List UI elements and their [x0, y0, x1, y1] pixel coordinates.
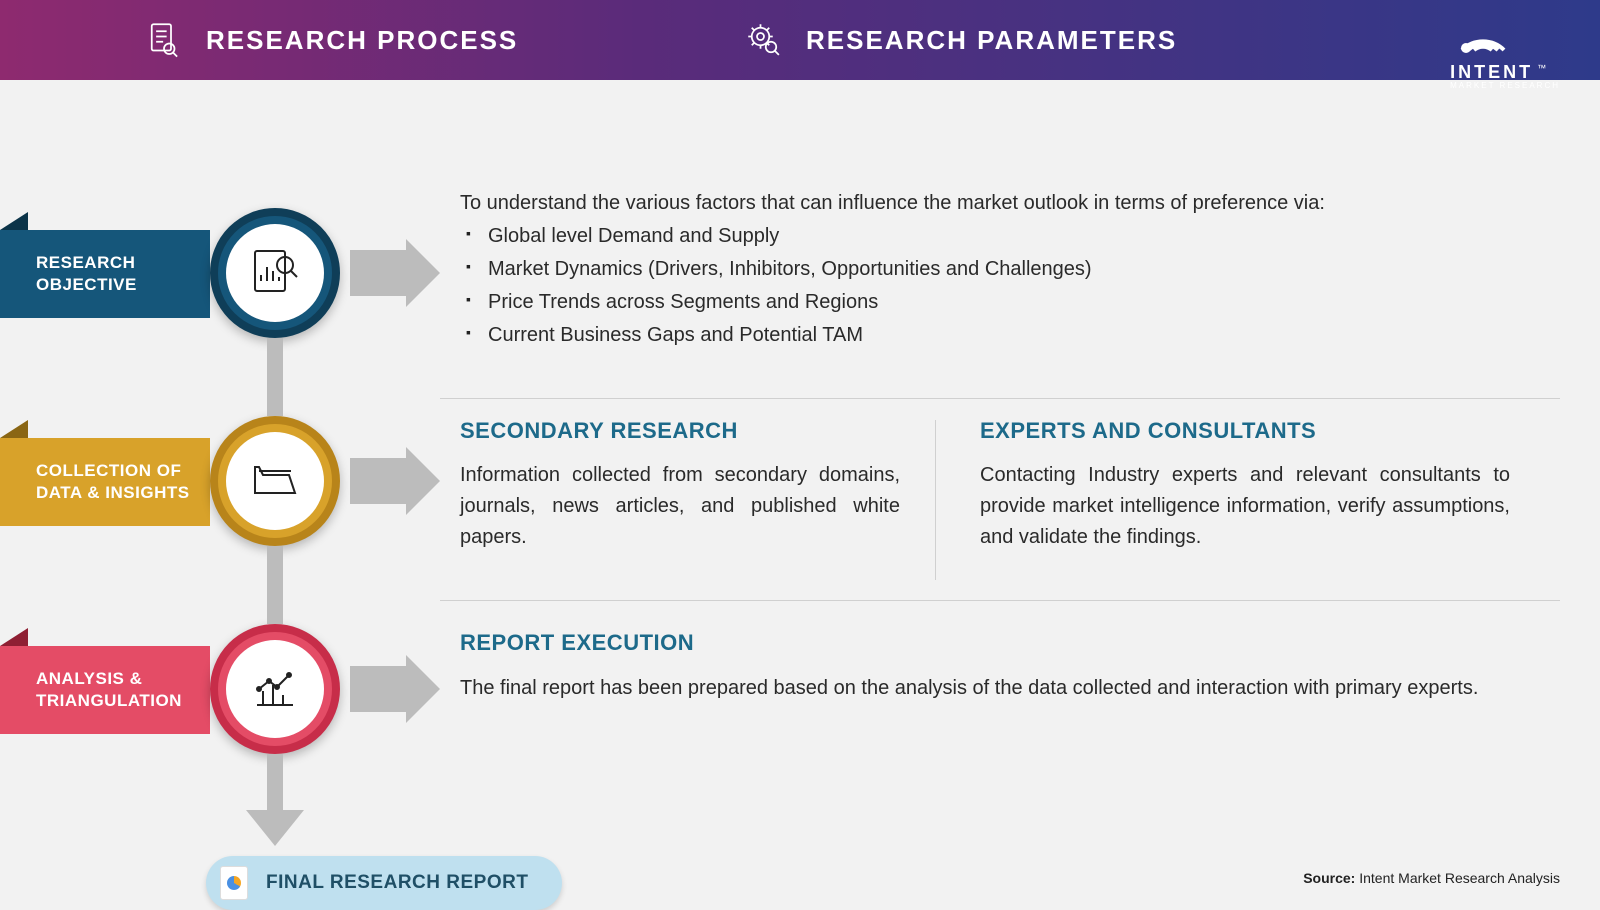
step-3-content: REPORT EXECUTION The final report has be… — [460, 630, 1560, 704]
doc-chart-magnify-icon — [245, 243, 305, 303]
arrow-right-icon — [350, 250, 440, 296]
step-3-circle — [210, 624, 340, 754]
final-report-label: FINAL RESEARCH REPORT — [266, 872, 528, 894]
final-report-pill: FINAL RESEARCH REPORT — [206, 856, 562, 910]
header-right-title: RESEARCH PARAMETERS — [806, 25, 1177, 56]
banner-3-label: ANALYSIS & TRIANGULATION — [36, 668, 210, 712]
report-execution-body: The final report has been prepared based… — [460, 672, 1560, 704]
connector-vertical-icon — [267, 338, 283, 416]
step-1-bullets: Global level Demand and Supply Market Dy… — [460, 225, 1560, 347]
divider-icon — [440, 398, 1560, 399]
report-doc-icon — [220, 866, 248, 900]
arrow-down-icon — [246, 810, 304, 846]
experts-consultants-col: EXPERTS AND CONSULTANTS Contacting Indus… — [950, 418, 1510, 553]
step-2-content: SECONDARY RESEARCH Information collected… — [460, 418, 1560, 553]
logo-arcs-icon — [1450, 8, 1510, 58]
banner-collection-data: COLLECTION OF DATA & INSIGHTS — [0, 438, 210, 526]
header-bar: RESEARCH PROCESS RESEARCH PARAMETERS INT… — [0, 0, 1600, 80]
step-1-content: To understand the various factors that c… — [460, 192, 1560, 357]
divider-icon — [440, 600, 1560, 601]
arrow-right-icon — [350, 458, 440, 504]
banner-2-label: COLLECTION OF DATA & INSIGHTS — [36, 460, 210, 504]
bullet-item: Price Trends across Segments and Regions — [488, 291, 1560, 314]
chart-growth-icon — [245, 659, 305, 719]
bullet-item: Global level Demand and Supply — [488, 225, 1560, 248]
logo-name: INTENT — [1450, 63, 1533, 81]
header-left-title: RESEARCH PROCESS — [206, 25, 518, 56]
source-label: Source: — [1303, 870, 1355, 886]
logo-tm: ™ — [1537, 63, 1546, 73]
step-1-lead: To understand the various factors that c… — [460, 192, 1560, 215]
brand-logo: INTENT ™ MARKET RESEARCH — [1450, 8, 1560, 90]
banner-1-label: RESEARCH OBJECTIVE — [36, 252, 210, 296]
arrow-right-icon — [350, 666, 440, 712]
source-value: Intent Market Research Analysis — [1359, 870, 1560, 886]
header-right: RESEARCH PARAMETERS — [740, 16, 1240, 64]
banner-notch-icon — [0, 420, 28, 438]
bullet-item: Current Business Gaps and Potential TAM — [488, 324, 1560, 347]
banner-notch-icon — [0, 212, 28, 230]
report-execution-title: REPORT EXECUTION — [460, 630, 1560, 656]
folder-open-icon — [245, 451, 305, 511]
banner-research-objective: RESEARCH OBJECTIVE — [0, 230, 210, 318]
banner-analysis-triangulation: ANALYSIS & TRIANGULATION — [0, 646, 210, 734]
banner-notch-icon — [0, 628, 28, 646]
source-attribution: Source: Intent Market Research Analysis — [1303, 870, 1560, 886]
secondary-research-col: SECONDARY RESEARCH Information collected… — [460, 418, 900, 553]
step-1-circle — [210, 208, 340, 338]
doc-search-icon — [140, 16, 188, 64]
secondary-research-title: SECONDARY RESEARCH — [460, 418, 900, 444]
experts-body: Contacting Industry experts and relevant… — [980, 460, 1510, 553]
divider-vertical-icon — [935, 420, 936, 580]
bullet-item: Market Dynamics (Drivers, Inhibitors, Op… — [488, 258, 1560, 281]
content-area: RESEARCH OBJECTIVE COLLECTION OF DATA & … — [0, 80, 1600, 900]
connector-vertical-icon — [267, 546, 283, 624]
step-2-circle — [210, 416, 340, 546]
gear-search-icon — [740, 16, 788, 64]
header-left: RESEARCH PROCESS — [140, 16, 740, 64]
experts-title: EXPERTS AND CONSULTANTS — [980, 418, 1510, 444]
secondary-research-body: Information collected from secondary dom… — [460, 460, 900, 553]
connector-vertical-icon — [267, 754, 283, 814]
